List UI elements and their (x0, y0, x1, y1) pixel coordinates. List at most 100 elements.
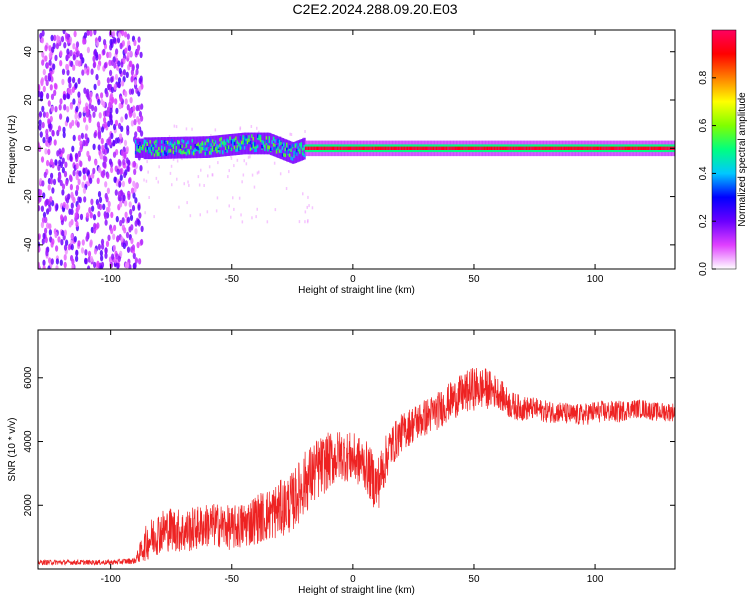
snr-xtick-label: 0 (350, 574, 356, 585)
heatmap-cell (172, 145, 175, 150)
heatmap-cell (186, 201, 188, 205)
heatmap-cell (397, 146, 401, 150)
heatmap-cell (163, 140, 167, 144)
heatmap-cell (82, 139, 86, 147)
heatmap-cell (191, 127, 193, 131)
heatmap-cell (42, 85, 46, 93)
heatmap-cell (61, 78, 65, 86)
heatmap-cell (246, 138, 249, 142)
heatmap-cell (230, 215, 232, 219)
heatmap-cell (185, 151, 188, 156)
heatmap-cell (40, 37, 45, 44)
heatmap-cell (122, 242, 126, 249)
heatmap-cell (145, 179, 148, 183)
heatmap-cell (132, 105, 136, 112)
heatmap-cell (187, 136, 190, 159)
heatmap-cell (86, 30, 90, 36)
heatmap-xtick-label: -50 (225, 274, 240, 285)
heatmap-cell (389, 146, 392, 150)
heatmap-cell (72, 98, 76, 105)
heatmap-cell (241, 180, 243, 184)
heatmap-cell (354, 146, 357, 150)
heatmap-cell (197, 146, 200, 151)
heatmap-cell (241, 140, 244, 145)
heatmap-cell (230, 154, 232, 158)
heatmap-cell (473, 146, 476, 150)
heatmap-cell (258, 132, 261, 155)
heatmap-cell (177, 136, 180, 159)
heatmap-cell (45, 198, 49, 205)
heatmap-cell (165, 152, 168, 156)
heatmap-cell (316, 146, 319, 150)
heatmap-cell (392, 146, 395, 150)
heatmap-cell (287, 150, 290, 155)
heatmap-cell (222, 150, 225, 154)
heatmap-cell (204, 152, 207, 156)
heatmap-cell (331, 146, 334, 150)
heatmap-cell (61, 229, 65, 237)
heatmap-cell (64, 161, 68, 168)
heatmap-cell (108, 158, 113, 165)
heatmap-cell (236, 140, 239, 144)
heatmap-cell (38, 111, 43, 118)
heatmap-cell (279, 172, 282, 176)
heatmap-cell (370, 146, 373, 150)
heatmap-cell (298, 220, 301, 224)
heatmap-cell (357, 146, 360, 150)
heatmap-cell (110, 86, 114, 94)
heatmap-cell (120, 61, 124, 68)
heatmap-cell (148, 147, 151, 151)
heatmap-cell (72, 134, 76, 142)
heatmap-cell (304, 220, 306, 224)
heatmap-cell (127, 193, 131, 200)
heatmap-cell (188, 136, 191, 159)
heatmap-cell (470, 146, 473, 150)
heatmap-cell (286, 139, 289, 162)
heatmap-cell (255, 132, 258, 155)
heatmap-cell (150, 152, 154, 156)
heatmap-cell (560, 146, 563, 150)
heatmap-cell (162, 151, 165, 155)
heatmap-cell (429, 146, 433, 150)
heatmap-cell (238, 142, 241, 147)
heatmap-cell (621, 146, 624, 150)
heatmap-cell (62, 201, 66, 209)
heatmap-cell (626, 146, 629, 150)
heatmap-cell (44, 227, 48, 235)
heatmap-cell (438, 146, 441, 150)
heatmap-cell (136, 143, 139, 148)
heatmap-cell (189, 214, 192, 218)
heatmap-cell (172, 143, 175, 148)
heatmap-frame (37, 29, 676, 270)
heatmap-cell (138, 212, 142, 219)
heatmap-cell (146, 146, 149, 150)
heatmap-cell (161, 145, 164, 149)
heatmap-cell (646, 146, 649, 150)
heatmap-cell (117, 32, 122, 39)
heatmap-cell (109, 119, 114, 126)
heatmap-cell (248, 135, 251, 139)
heatmap-cell (427, 146, 430, 150)
heatmap-cell (274, 146, 277, 151)
heatmap-cell (54, 54, 58, 62)
heatmap-cell (193, 151, 196, 156)
heatmap-cell (45, 133, 49, 140)
heatmap-cell (104, 181, 108, 188)
heatmap-cell (274, 139, 277, 143)
heatmap-cell (84, 257, 88, 265)
heatmap-cell (38, 90, 41, 98)
heatmap-cell (257, 132, 260, 155)
heatmap-cell (66, 33, 70, 41)
heatmap-cell (139, 51, 143, 59)
heatmap-cell (278, 143, 281, 147)
heatmap-cell (258, 130, 260, 134)
heatmap-cell (272, 143, 276, 147)
heatmap-cell (290, 148, 293, 152)
heatmap-cell (408, 146, 411, 150)
colorbar-tick-label: 0.8 (698, 70, 709, 84)
heatmap-cell (57, 236, 61, 243)
heatmap-cell (94, 105, 98, 113)
heatmap-cell (117, 81, 121, 89)
heatmap-cell (113, 123, 117, 131)
heatmap-cell (306, 205, 308, 209)
